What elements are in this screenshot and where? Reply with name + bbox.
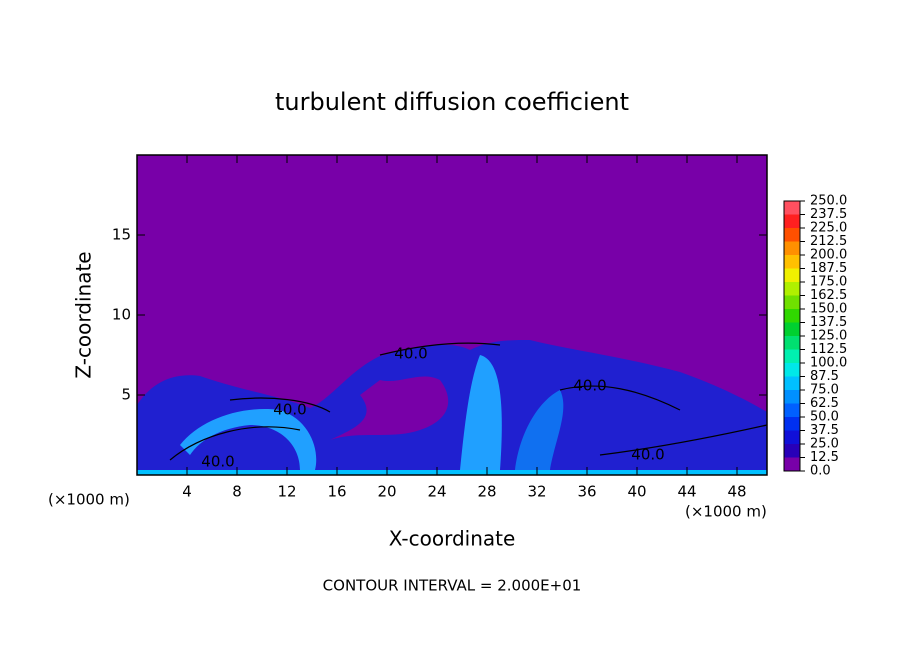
x-unit-label: (×1000 m) [48, 491, 130, 509]
colorbar-label: 200.0 [810, 248, 847, 263]
colorbar-swatch [784, 417, 800, 431]
colorbar-swatch [784, 201, 800, 215]
colorbar-swatch [784, 268, 800, 282]
colorbar-label: 150.0 [810, 302, 847, 317]
colorbar-label: 0.0 [810, 464, 831, 479]
x-tick-label: 48 [727, 483, 746, 501]
x-axis-label: X-coordinate [389, 527, 516, 551]
contour-line [169, 342, 768, 461]
colorbar-label: 50.0 [810, 410, 839, 425]
colorbar-swatch [784, 241, 800, 255]
colorbar-swatch [784, 430, 800, 444]
colorbar-label: 187.5 [810, 261, 847, 276]
x-tick-label: 8 [232, 483, 242, 501]
field-region [330, 376, 449, 440]
colorbar-swatch [784, 309, 800, 323]
colorbar-swatch [784, 376, 800, 390]
field-region [460, 355, 502, 470]
colorbar-label: 112.5 [810, 342, 847, 357]
colorbar-swatch [784, 349, 800, 363]
colorbar-label: 87.5 [810, 369, 839, 384]
colorbar-label: 137.5 [810, 315, 847, 330]
colorbar-label: 237.5 [810, 207, 847, 222]
colorbar-label: 37.5 [810, 423, 839, 438]
contour-label: 40.0 [573, 377, 606, 395]
field-region [515, 390, 564, 470]
colorbar-label: 212.5 [810, 234, 847, 249]
colorbar-label: 75.0 [810, 383, 839, 398]
colorbar-swatch [784, 282, 800, 296]
y-tick-label: 10 [112, 306, 131, 324]
colorbar-swatch [784, 214, 800, 228]
x-tick-label: 36 [577, 483, 596, 501]
contour-field [137, 155, 768, 475]
colorbar-label: 100.0 [810, 356, 847, 371]
x-tick-label: 20 [377, 483, 396, 501]
colorbar-label: 225.0 [810, 221, 847, 236]
colorbar-label: 62.5 [810, 396, 839, 411]
y-tick-label: 5 [121, 386, 131, 404]
colorbar-swatch [784, 322, 800, 336]
x-tick-label: 44 [677, 483, 696, 501]
colorbar-label: 250.0 [810, 194, 847, 209]
chart-title: turbulent diffusion coefficient [275, 88, 629, 116]
field-region [180, 409, 317, 470]
x-tick-label: 12 [277, 483, 296, 501]
contour-label: 40.0 [273, 401, 306, 419]
colorbar-swatch [784, 363, 800, 377]
x-tick-label: 28 [477, 483, 496, 501]
y-axis-label: Z-coordinate [72, 251, 96, 378]
x-tick-label: 40 [627, 483, 646, 501]
x-tick-label: 24 [427, 483, 446, 501]
x-tick-label: 32 [527, 483, 546, 501]
colorbar-swatch [784, 255, 800, 269]
colorbar-swatch [784, 444, 800, 458]
x-tick-label: 4 [182, 483, 192, 501]
field-region [137, 470, 767, 475]
colorbar-swatch [784, 336, 800, 350]
colorbar-label: 162.5 [810, 288, 847, 303]
colorbar-swatch [784, 390, 800, 404]
contour-label: 40.0 [201, 453, 234, 471]
colorbar-label: 12.5 [810, 450, 839, 465]
footer-note: CONTOUR INTERVAL = 2.000E+01 [323, 577, 582, 595]
y-tick-label: 15 [112, 226, 131, 244]
colorbar-swatch [784, 295, 800, 309]
x-tick-label: 16 [327, 483, 346, 501]
colorbar-swatch [784, 457, 800, 471]
colorbar-label: 175.0 [810, 275, 847, 290]
colorbar-swatch [784, 228, 800, 242]
contour-label: 40.0 [394, 345, 427, 363]
colorbar-label: 125.0 [810, 329, 847, 344]
colorbar-swatch [784, 403, 800, 417]
x-unit-label: (×1000 m) [685, 503, 767, 521]
colorbar-label: 25.0 [810, 437, 839, 452]
contour-label: 40.0 [631, 446, 664, 464]
